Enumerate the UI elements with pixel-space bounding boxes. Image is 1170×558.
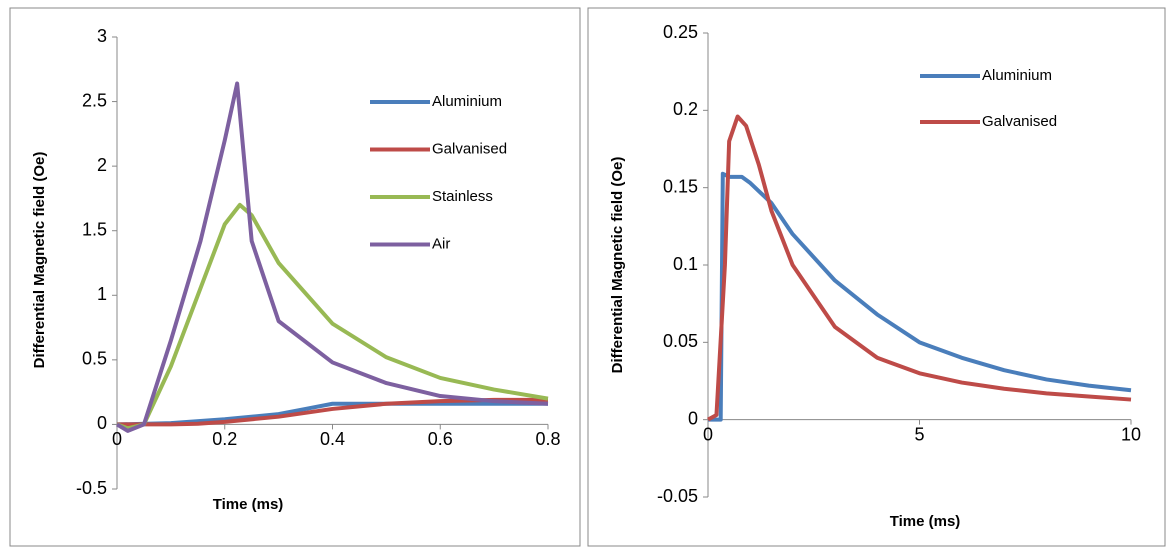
- y-axis-title: Differential Magnetic field (Oe): [31, 152, 48, 369]
- legend-label: Galvanised: [982, 113, 1057, 130]
- y-tick-label: 3: [97, 26, 107, 46]
- legend-label: Stainless: [432, 188, 493, 205]
- x-tick-label: 0.8: [535, 429, 560, 449]
- y-tick-label: -0.05: [657, 486, 698, 506]
- x-tick-label: 10: [1121, 424, 1141, 444]
- y-tick-label: 0.15: [663, 176, 698, 196]
- data-line: [707, 114, 1132, 422]
- legend-label: Air: [432, 235, 450, 252]
- data-line: [116, 401, 548, 427]
- y-tick-label: 0: [97, 413, 107, 433]
- data-line: [708, 171, 1132, 422]
- x-tick-label: 0.2: [212, 429, 237, 449]
- y-tick-label: 2.5: [82, 90, 107, 110]
- y-tick-label: 0: [688, 408, 698, 428]
- legend-label: Aluminium: [432, 93, 502, 110]
- x-axis-title: Time (ms): [213, 496, 284, 513]
- y-tick-label: 1: [97, 284, 107, 304]
- y-tick-label: 0.2: [673, 99, 698, 119]
- x-tick-label: 5: [914, 424, 924, 444]
- chart-frame: [9, 7, 581, 547]
- y-tick-label: 0.05: [663, 331, 698, 351]
- x-tick-label: 0.4: [320, 429, 345, 449]
- x-tick-label: 0: [112, 429, 122, 449]
- data-line: [115, 81, 549, 433]
- y-tick-label: 2: [97, 155, 107, 175]
- x-tick-label: 0.6: [428, 429, 453, 449]
- legend-label: Aluminium: [982, 67, 1052, 84]
- data-line: [116, 202, 549, 431]
- y-axis-title: Differential Magnetic field (Oe): [609, 157, 626, 374]
- y-tick-label: -0.5: [76, 478, 107, 498]
- x-tick-label: 0: [703, 424, 713, 444]
- y-tick-label: 1.5: [82, 219, 107, 239]
- chart-frame: [587, 7, 1166, 547]
- y-tick-label: 0.1: [673, 254, 698, 274]
- y-tick-label: 0.25: [663, 22, 698, 42]
- y-tick-label: 0.5: [82, 349, 107, 369]
- legend-label: Galvanised: [432, 140, 507, 157]
- x-axis-title: Time (ms): [890, 513, 961, 530]
